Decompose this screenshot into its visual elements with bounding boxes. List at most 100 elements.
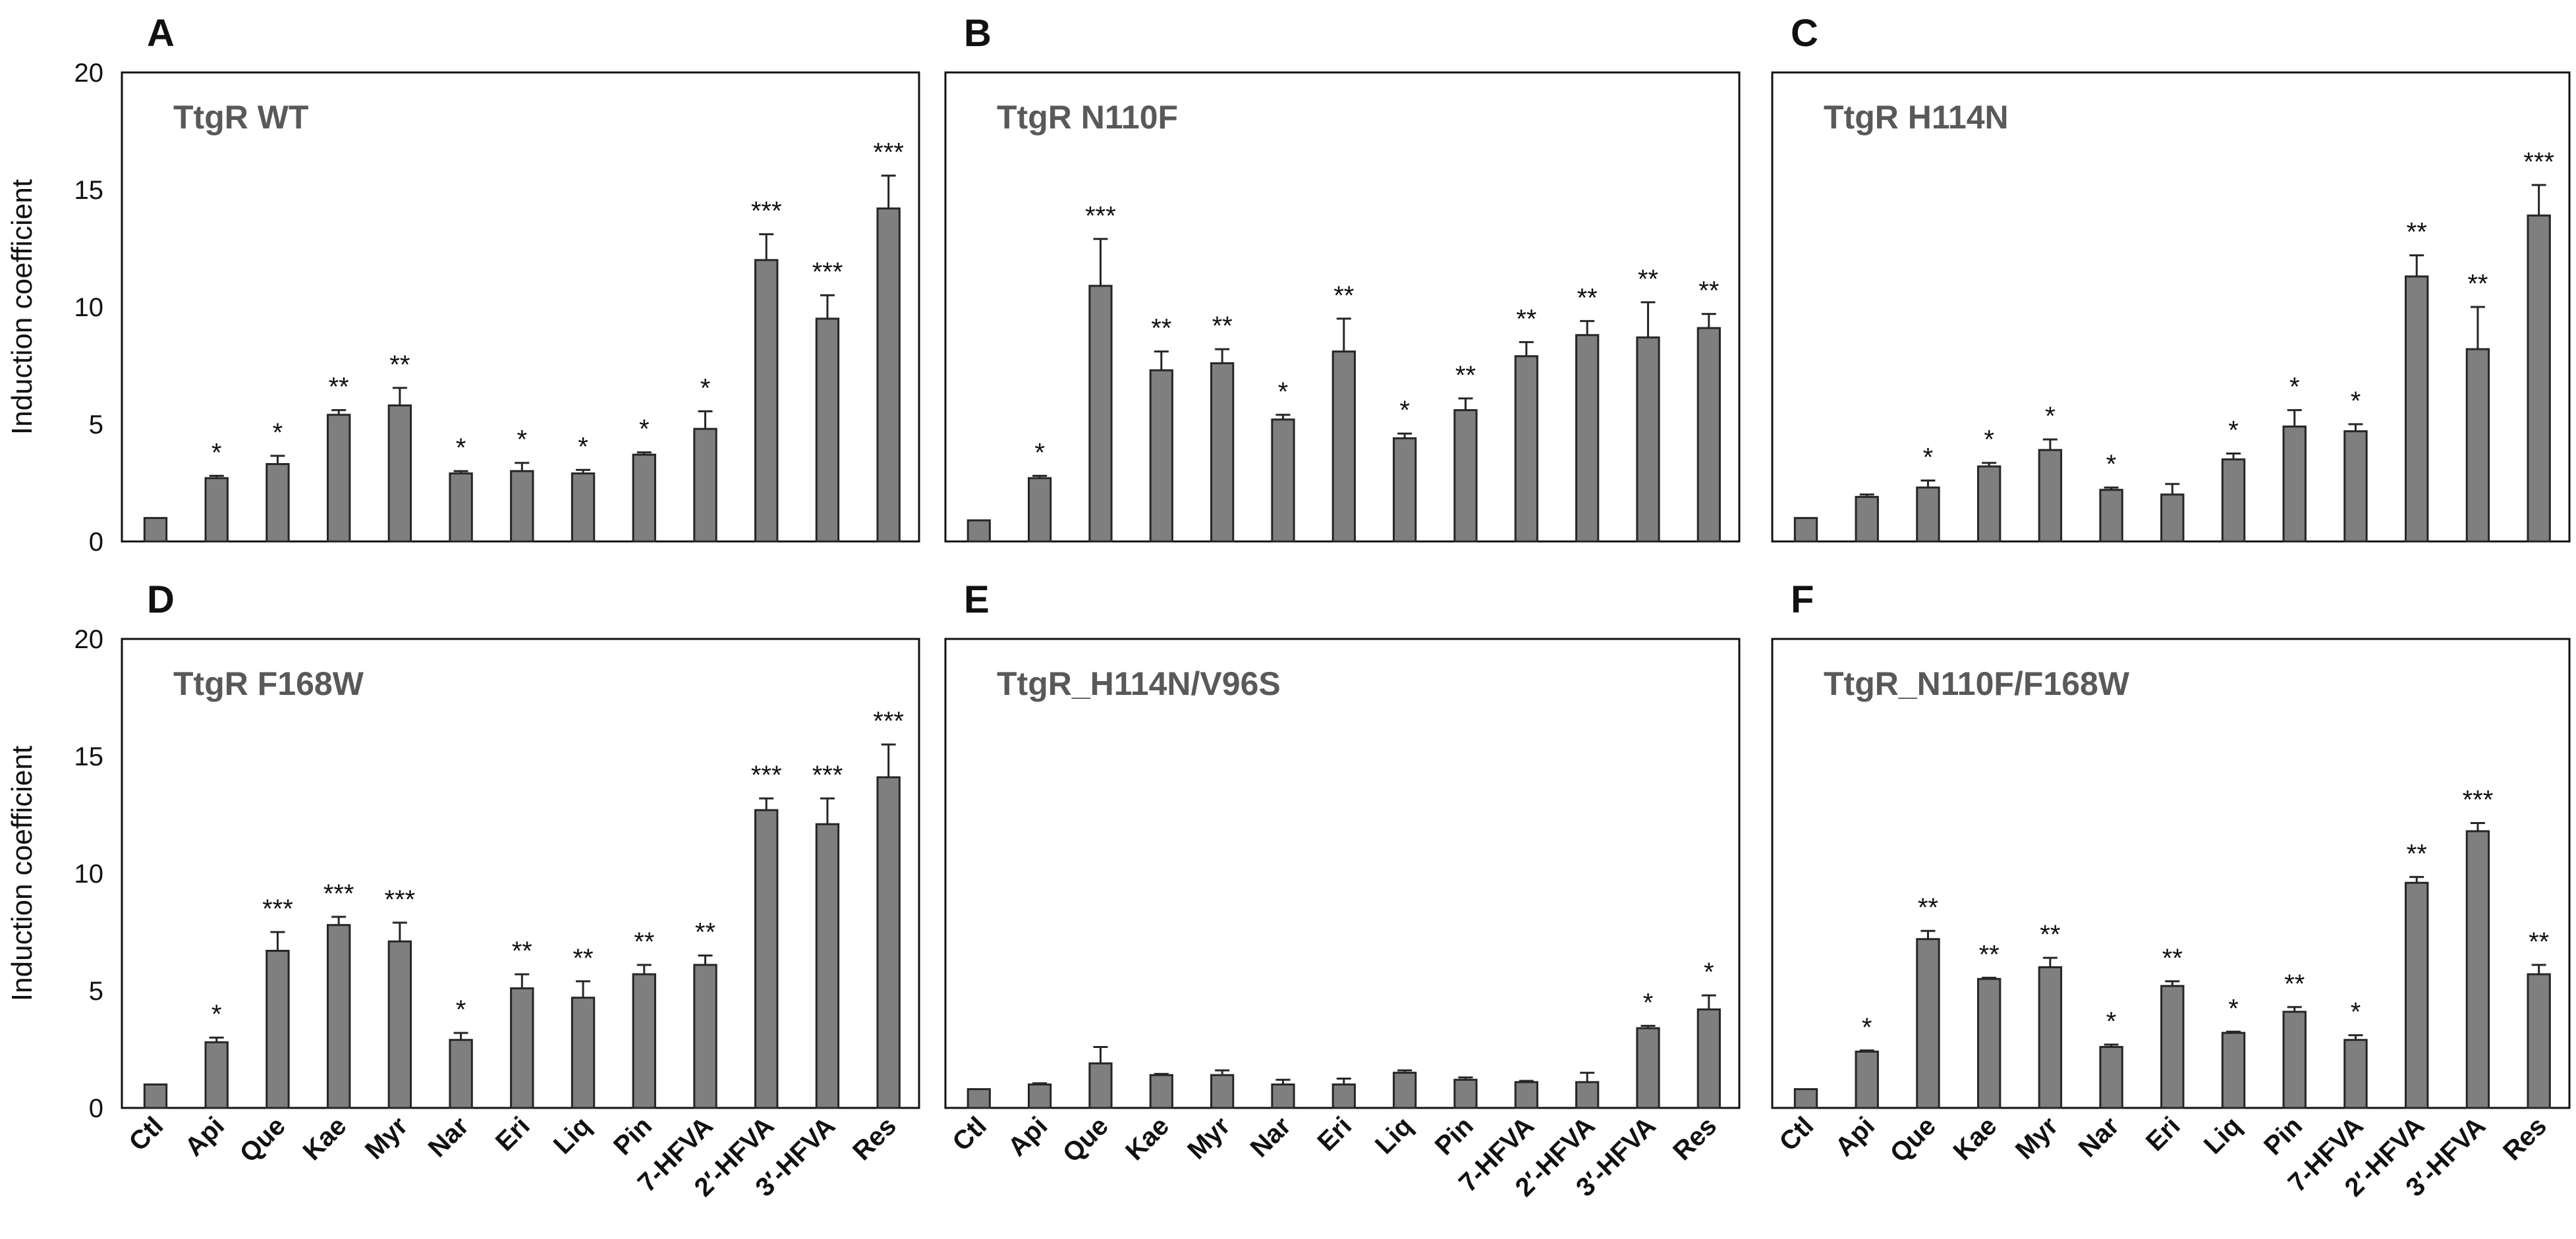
bar-a-0 xyxy=(143,516,168,543)
panel-letter: E xyxy=(964,578,990,621)
panel-title: TtgR F168W xyxy=(173,665,364,702)
bar-a-7 xyxy=(571,472,596,543)
significance-c-9: * xyxy=(2351,387,2361,416)
y-axis-label: Induction coefficient xyxy=(6,179,38,435)
bar-e-4 xyxy=(1210,1074,1235,1109)
significance-a-7: * xyxy=(578,432,588,461)
bar-f-1 xyxy=(1855,1051,1879,1109)
significance-b-9: ** xyxy=(1516,304,1536,333)
y-tick-label: 10 xyxy=(74,293,104,322)
significance-d-9: ** xyxy=(695,918,715,947)
significance-f-11: *** xyxy=(2463,785,2494,814)
bar-e-1 xyxy=(1028,1083,1052,1109)
significance-d-6: ** xyxy=(512,937,532,966)
y-tick-label: 15 xyxy=(74,176,104,205)
significance-d-4: *** xyxy=(385,885,416,914)
significance-d-8: ** xyxy=(634,927,654,956)
significance-a-11: *** xyxy=(812,258,843,287)
y-tick-label: 10 xyxy=(74,860,104,889)
bar-c-7 xyxy=(2221,458,2246,543)
significance-d-11: *** xyxy=(812,761,843,790)
significance-f-5: * xyxy=(2106,1007,2117,1036)
bar-c-12 xyxy=(2527,214,2551,543)
significance-b-12: ** xyxy=(1698,277,1719,306)
bar-b-4 xyxy=(1210,362,1235,543)
y-tick-label: 20 xyxy=(74,59,104,88)
significance-f-10: ** xyxy=(2407,839,2427,868)
significance-a-4: ** xyxy=(389,350,410,379)
bar-f-7 xyxy=(2221,1032,2246,1109)
significance-f-12: ** xyxy=(2529,927,2549,956)
significance-a-8: * xyxy=(639,415,650,444)
bar-a-3 xyxy=(326,414,351,543)
bar-b-5 xyxy=(1271,418,1295,543)
significance-b-3: ** xyxy=(1151,314,1171,343)
significance-b-4: ** xyxy=(1212,312,1233,341)
bar-a-9 xyxy=(693,427,717,543)
bar-b-1 xyxy=(1028,477,1052,543)
bar-c-2 xyxy=(1916,486,1940,543)
significance-a-1: * xyxy=(211,438,222,467)
significance-f-3: ** xyxy=(1979,940,2000,969)
bar-b-9 xyxy=(1514,355,1538,543)
significance-b-2: *** xyxy=(1085,202,1116,231)
y-tick-label: 5 xyxy=(89,977,103,1006)
bar-c-0 xyxy=(1793,516,1818,543)
bar-e-6 xyxy=(1331,1083,1356,1109)
bar-d-10 xyxy=(754,809,779,1109)
bar-c-3 xyxy=(1976,465,2002,543)
significance-f-1: * xyxy=(1862,1013,1872,1042)
panel-title: TtgR_N110F/F168W xyxy=(1824,665,2130,702)
significance-d-10: *** xyxy=(751,761,782,790)
bar-c-1 xyxy=(1855,495,1879,543)
bar-c-6 xyxy=(2160,493,2185,543)
significance-c-5: * xyxy=(2106,450,2117,479)
bar-f-4 xyxy=(2038,966,2063,1109)
y-tick-label: 0 xyxy=(89,1094,103,1123)
significance-b-10: ** xyxy=(1577,283,1598,312)
significance-b-7: * xyxy=(1399,396,1410,425)
bar-b-8 xyxy=(1453,409,1478,543)
significance-f-6: ** xyxy=(2162,944,2183,973)
bar-a-5 xyxy=(449,472,473,543)
significance-c-3: * xyxy=(1984,426,1994,454)
bar-d-2 xyxy=(266,949,290,1109)
significance-b-6: ** xyxy=(1333,281,1354,310)
bar-a-1 xyxy=(204,477,229,543)
significance-a-5: * xyxy=(456,433,466,462)
significance-a-2: * xyxy=(273,418,283,447)
panel-title: TtgR N110F xyxy=(997,99,1178,136)
significance-c-10: ** xyxy=(2407,218,2427,247)
y-tick-label: 15 xyxy=(74,742,104,771)
bar-d-7 xyxy=(571,997,596,1109)
bar-a-12 xyxy=(876,207,901,543)
bar-b-6 xyxy=(1331,350,1356,543)
significance-a-9: * xyxy=(700,373,711,402)
bar-d-5 xyxy=(449,1039,473,1109)
significance-d-2: *** xyxy=(262,895,293,923)
panel-letter: A xyxy=(147,12,175,55)
bar-f-0 xyxy=(1793,1088,1818,1109)
bar-f-5 xyxy=(2099,1045,2123,1109)
bar-b-3 xyxy=(1149,369,1173,543)
bar-c-11 xyxy=(2465,348,2490,543)
significance-a-12: *** xyxy=(873,138,904,167)
bar-e-10 xyxy=(1575,1081,1600,1109)
bar-d-4 xyxy=(387,940,412,1109)
panel-letter: D xyxy=(147,578,175,621)
significance-c-12: *** xyxy=(2523,148,2554,177)
significance-f-9: * xyxy=(2351,998,2361,1027)
y-tick-label: 20 xyxy=(74,625,104,654)
bar-c-4 xyxy=(2038,449,2063,543)
bar-d-8 xyxy=(632,973,656,1109)
bar-a-2 xyxy=(266,463,290,543)
significance-f-7: * xyxy=(2228,994,2239,1023)
bar-a-6 xyxy=(510,470,534,543)
bar-d-6 xyxy=(510,987,534,1109)
bar-f-11 xyxy=(2465,830,2490,1109)
y-tick-label: 0 xyxy=(89,528,103,557)
bar-c-8 xyxy=(2282,426,2307,543)
bar-d-0 xyxy=(143,1083,168,1109)
